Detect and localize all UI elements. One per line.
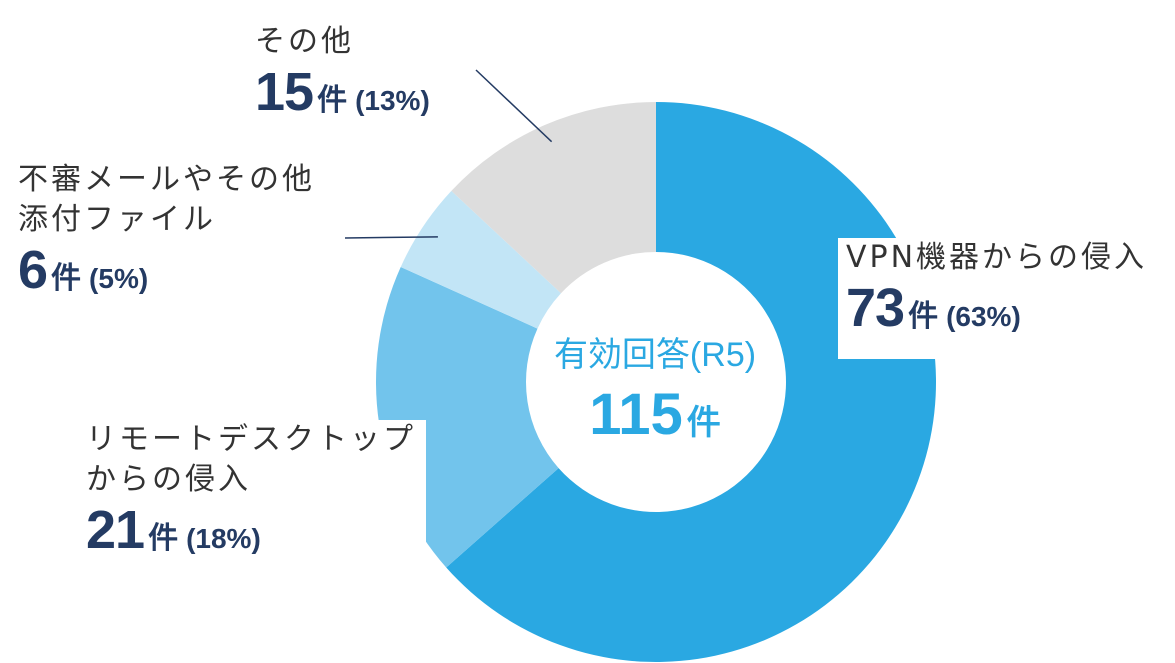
label-vpn: VPN機器からの侵入 73 件 (63%) [838, 238, 1152, 359]
rdp-count: 21 [86, 500, 145, 560]
label-mail-name-1: 不審メールやその他 [18, 162, 315, 197]
vpn-count: 73 [846, 278, 905, 338]
other-count: 15 [255, 62, 314, 122]
center-total-unit: 件 [686, 403, 721, 443]
chart-center-label: 有効回答(R5) 115 件 [520, 330, 790, 464]
center-total: 115 件 [520, 380, 790, 464]
mail-percent: (5%) [89, 263, 149, 294]
label-rdp-name-1: リモートデスクトップ [86, 422, 416, 457]
rdp-percent: (18%) [186, 523, 261, 554]
mail-unit: 件 [51, 261, 82, 296]
label-mail: 不審メールやその他 添付ファイル 6 件 (5%) [18, 160, 315, 313]
label-vpn-value: 73 件 (63%) [846, 278, 1147, 351]
label-vpn-name: VPN機器からの侵入 [846, 240, 1148, 275]
label-rdp-name-2: からの侵入 [86, 462, 251, 497]
label-rdp: リモートデスクトップ からの侵入 21 件 (18%) [80, 420, 426, 583]
label-other: その他 15 件 (13%) [255, 22, 430, 135]
slice-mail [400, 190, 561, 329]
slice-vpn [446, 102, 937, 662]
leader-line-other [475, 69, 553, 143]
rdp-unit: 件 [148, 521, 179, 556]
other-percent: (13%) [355, 85, 430, 116]
mail-count: 6 [18, 240, 48, 300]
label-mail-value: 6 件 (5%) [18, 240, 315, 313]
slice-other [451, 102, 656, 294]
center-total-value: 115 [589, 382, 683, 447]
label-other-value: 15 件 (13%) [255, 62, 430, 135]
vpn-percent: (63%) [946, 301, 1021, 332]
center-title: 有効回答(R5) [553, 336, 757, 374]
leader-line-mail [344, 236, 438, 239]
label-rdp-value: 21 件 (18%) [86, 500, 416, 573]
other-unit: 件 [317, 83, 348, 118]
label-other-name: その他 [255, 24, 354, 59]
vpn-unit: 件 [908, 299, 939, 334]
label-mail-name-2: 添付ファイル [18, 202, 216, 237]
